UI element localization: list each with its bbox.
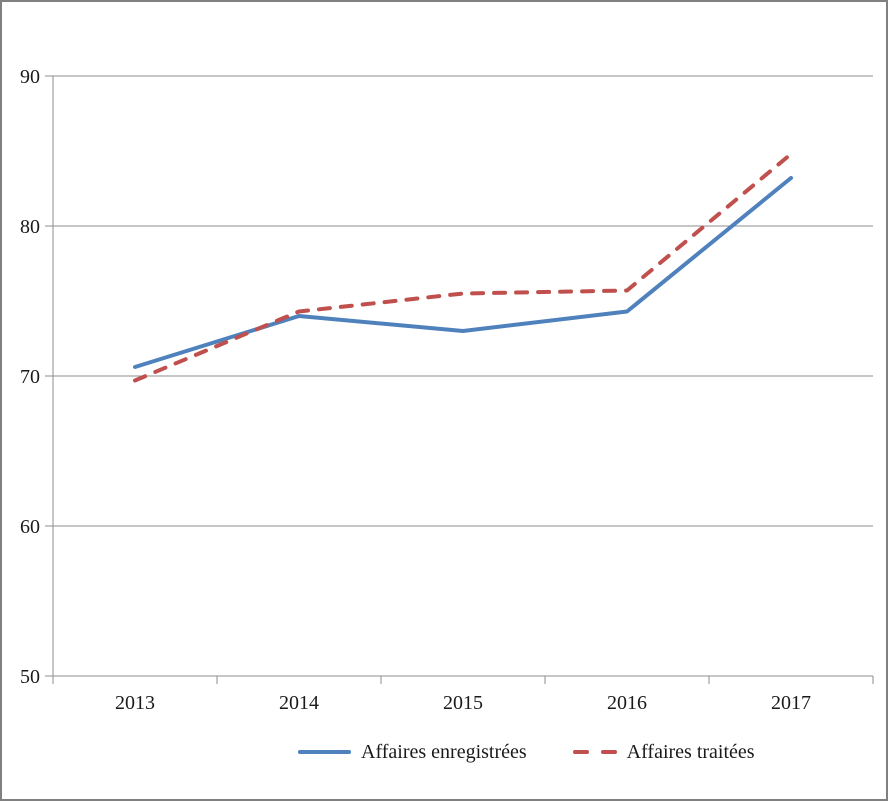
- legend-solid-line-swatch: [298, 750, 351, 754]
- legend-item-affaires-traitees: Affaires traitées: [572, 740, 755, 764]
- chart-legend: Affaires enregistrées Affaires traitées: [2, 740, 886, 764]
- legend-label: Affaires traitées: [626, 741, 755, 763]
- x-tick-label: 2013: [115, 692, 155, 714]
- y-tick-label: 60: [20, 516, 40, 538]
- series-line-0: [133, 176, 793, 369]
- legend-dashed-line-swatch: [572, 750, 617, 754]
- x-tick-label: 2016: [607, 692, 647, 714]
- series-line-1: [133, 152, 793, 383]
- legend-label: Affaires enregistrées: [361, 741, 527, 763]
- legend-item-affaires-enregistrees: Affaires enregistrées: [298, 740, 527, 764]
- x-tick-label: 2015: [443, 692, 483, 714]
- y-tick-label: 50: [20, 666, 40, 688]
- y-tick-label: 90: [20, 66, 40, 88]
- y-tick-label: 80: [20, 216, 40, 238]
- x-tick-label: 2014: [279, 692, 319, 714]
- y-tick-label: 70: [20, 366, 40, 388]
- x-tick-label: 2017: [771, 692, 811, 714]
